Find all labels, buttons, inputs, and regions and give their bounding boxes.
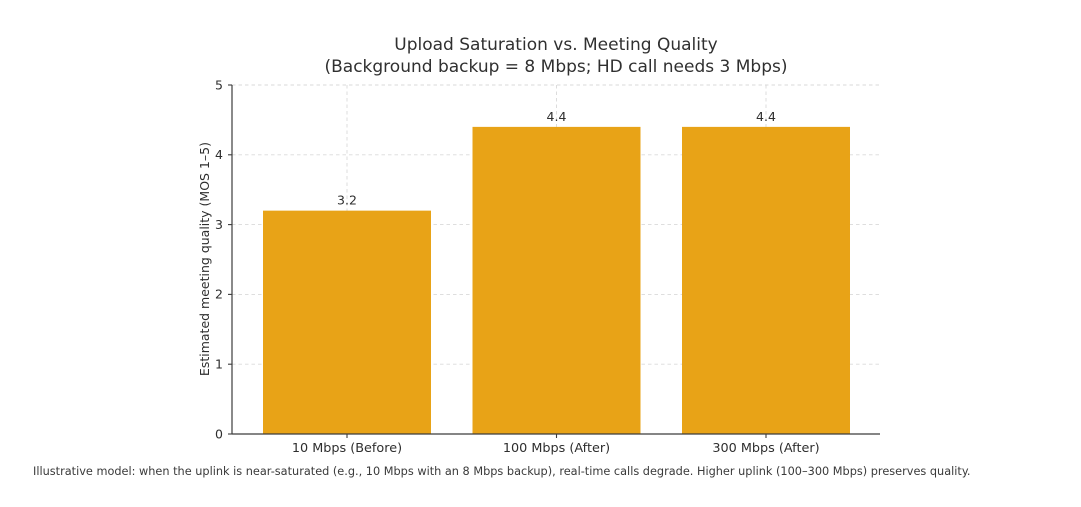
bar	[263, 210, 431, 434]
bar	[682, 126, 850, 434]
y-tick-label: 2	[215, 287, 223, 302]
x-tick-label: 10 Mbps (Before)	[292, 441, 402, 456]
bar-value-label: 3.2	[337, 193, 357, 208]
bar	[472, 126, 641, 434]
chart-footnote: Illustrative model: when the uplink is n…	[33, 465, 971, 478]
chart-subtitle: (Background backup = 8 Mbps; HD call nee…	[324, 57, 788, 77]
x-tick-label: 300 Mbps (After)	[712, 441, 819, 456]
y-tick-label: 4	[215, 147, 223, 162]
y-tick-label: 3	[215, 217, 223, 232]
y-tick-label: 1	[215, 357, 223, 372]
x-tick-label: 100 Mbps (After)	[503, 441, 610, 456]
bar-value-label: 4.4	[756, 109, 776, 124]
chart-title: Upload Saturation vs. Meeting Quality	[394, 35, 718, 55]
y-tick-label: 0	[215, 426, 223, 441]
chart-title-block: Upload Saturation vs. Meeting Quality (B…	[232, 34, 880, 78]
bar-value-label: 4.4	[547, 109, 567, 124]
y-tick-label: 5	[215, 77, 223, 92]
